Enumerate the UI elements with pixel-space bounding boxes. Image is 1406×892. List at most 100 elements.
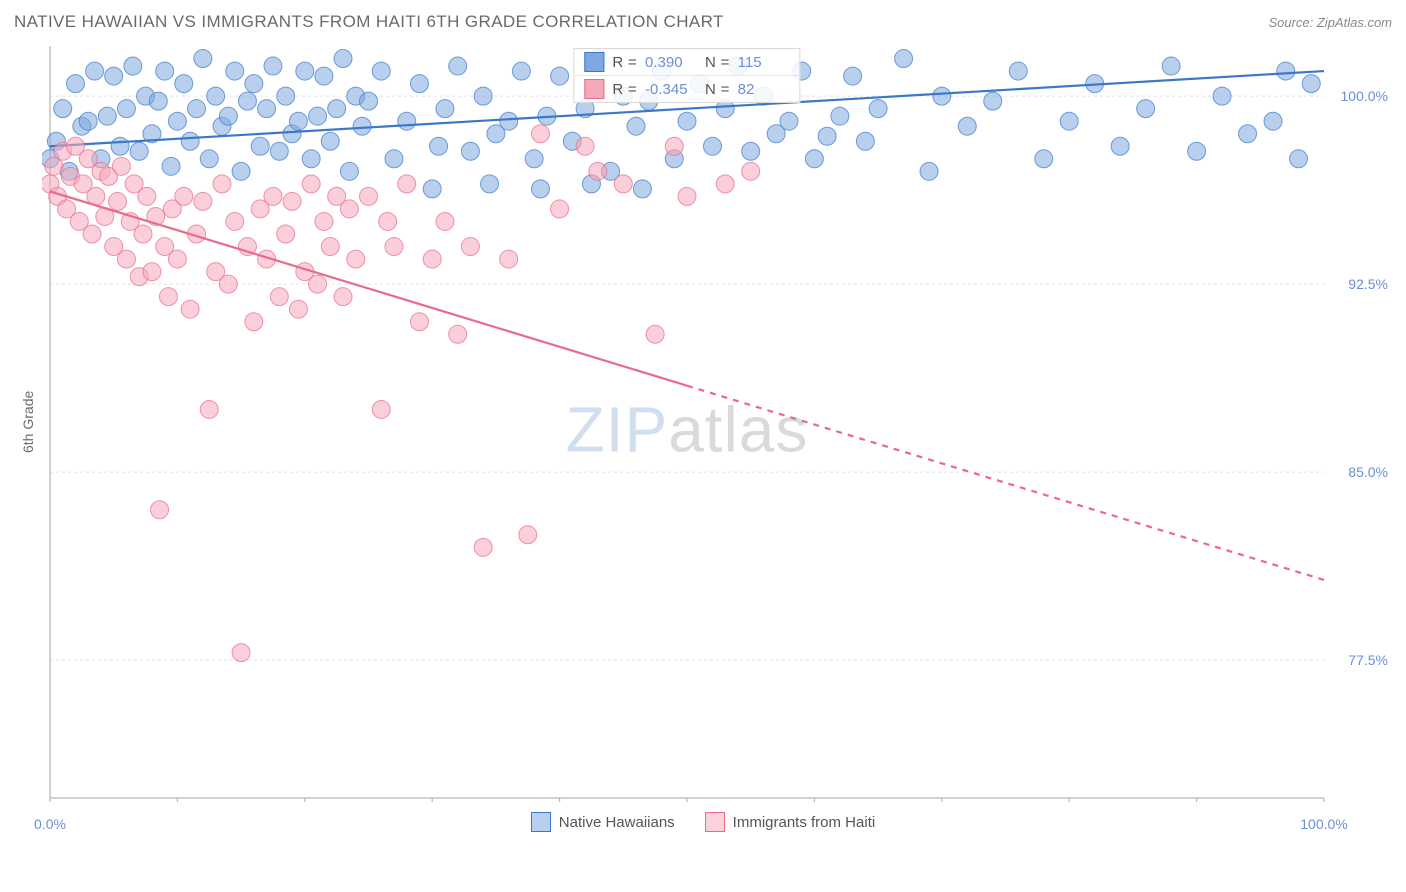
data-point bbox=[79, 112, 97, 130]
data-point bbox=[703, 137, 721, 155]
data-point bbox=[86, 62, 104, 80]
data-point bbox=[168, 112, 186, 130]
y-tick-label: 100.0% bbox=[1341, 88, 1388, 104]
data-point bbox=[551, 200, 569, 218]
data-point bbox=[958, 117, 976, 135]
data-point bbox=[181, 132, 199, 150]
data-point bbox=[353, 117, 371, 135]
data-point bbox=[461, 238, 479, 256]
data-point bbox=[1277, 62, 1295, 80]
data-point bbox=[334, 50, 352, 68]
data-point bbox=[181, 300, 199, 318]
data-point bbox=[531, 125, 549, 143]
data-point bbox=[264, 187, 282, 205]
data-point bbox=[162, 157, 180, 175]
data-point bbox=[461, 142, 479, 160]
data-point bbox=[168, 250, 186, 268]
data-point bbox=[742, 142, 760, 160]
data-point bbox=[245, 75, 263, 93]
data-point bbox=[219, 107, 237, 125]
data-point bbox=[175, 75, 193, 93]
data-point bbox=[531, 180, 549, 198]
data-point bbox=[264, 57, 282, 75]
data-point bbox=[1290, 150, 1308, 168]
data-point bbox=[372, 62, 390, 80]
legend-swatch bbox=[584, 52, 604, 72]
data-point bbox=[360, 187, 378, 205]
data-point bbox=[151, 501, 169, 519]
data-point bbox=[105, 67, 123, 85]
data-point bbox=[551, 67, 569, 85]
data-point bbox=[678, 112, 696, 130]
data-point bbox=[780, 112, 798, 130]
y-tick-label: 92.5% bbox=[1348, 276, 1388, 292]
data-point bbox=[831, 107, 849, 125]
data-point bbox=[315, 212, 333, 230]
data-point bbox=[1188, 142, 1206, 160]
data-point bbox=[289, 112, 307, 130]
legend-item: Immigrants from Haiti bbox=[705, 812, 876, 832]
data-point bbox=[188, 100, 206, 118]
data-point bbox=[844, 67, 862, 85]
data-point bbox=[614, 175, 632, 193]
legend-stat-row: R = 0.390N = 115 bbox=[574, 49, 799, 76]
y-tick-label: 77.5% bbox=[1348, 652, 1388, 668]
data-point bbox=[270, 142, 288, 160]
legend-r-label: R = bbox=[612, 81, 637, 98]
x-tick-label: 100.0% bbox=[1300, 816, 1347, 832]
data-point bbox=[232, 162, 250, 180]
legend-swatch bbox=[705, 812, 725, 832]
data-point bbox=[1239, 125, 1257, 143]
legend-n-value: 115 bbox=[738, 54, 790, 71]
data-point bbox=[117, 250, 135, 268]
trend-line-dashed bbox=[687, 386, 1324, 580]
data-point bbox=[1162, 57, 1180, 75]
legend-r-value: 0.390 bbox=[645, 54, 697, 71]
data-point bbox=[175, 187, 193, 205]
data-point bbox=[194, 50, 212, 68]
data-point bbox=[449, 57, 467, 75]
plot-area: ZIPatlas R = 0.390N = 115R = -0.345N = 8… bbox=[42, 42, 1332, 802]
data-point bbox=[340, 162, 358, 180]
data-point bbox=[302, 175, 320, 193]
data-point bbox=[309, 275, 327, 293]
data-point bbox=[646, 325, 664, 343]
y-tick-label: 85.0% bbox=[1348, 464, 1388, 480]
data-point bbox=[340, 200, 358, 218]
data-point bbox=[334, 288, 352, 306]
data-point bbox=[627, 117, 645, 135]
data-point bbox=[124, 57, 142, 75]
data-point bbox=[589, 162, 607, 180]
data-point bbox=[372, 400, 390, 418]
data-point bbox=[258, 100, 276, 118]
data-point bbox=[856, 132, 874, 150]
data-point bbox=[238, 92, 256, 110]
data-point bbox=[920, 162, 938, 180]
data-point bbox=[149, 92, 167, 110]
data-point bbox=[1035, 150, 1053, 168]
data-point bbox=[283, 192, 301, 210]
data-point bbox=[1264, 112, 1282, 130]
data-point bbox=[984, 92, 1002, 110]
legend-n-label: N = bbox=[705, 54, 730, 71]
data-point bbox=[410, 75, 428, 93]
data-point bbox=[436, 212, 454, 230]
legend-stat-row: R = -0.345N = 82 bbox=[574, 76, 799, 102]
data-point bbox=[302, 150, 320, 168]
data-point bbox=[665, 137, 683, 155]
scatter-chart bbox=[42, 42, 1332, 802]
data-point bbox=[805, 150, 823, 168]
data-point bbox=[525, 150, 543, 168]
data-point bbox=[66, 75, 84, 93]
data-point bbox=[321, 238, 339, 256]
data-point bbox=[226, 212, 244, 230]
legend-swatch bbox=[531, 812, 551, 832]
data-point bbox=[1111, 137, 1129, 155]
data-point bbox=[117, 100, 135, 118]
data-point bbox=[194, 192, 212, 210]
data-point bbox=[385, 150, 403, 168]
data-point bbox=[226, 62, 244, 80]
data-point bbox=[398, 112, 416, 130]
legend-n-value: 82 bbox=[738, 81, 790, 98]
data-point bbox=[500, 112, 518, 130]
